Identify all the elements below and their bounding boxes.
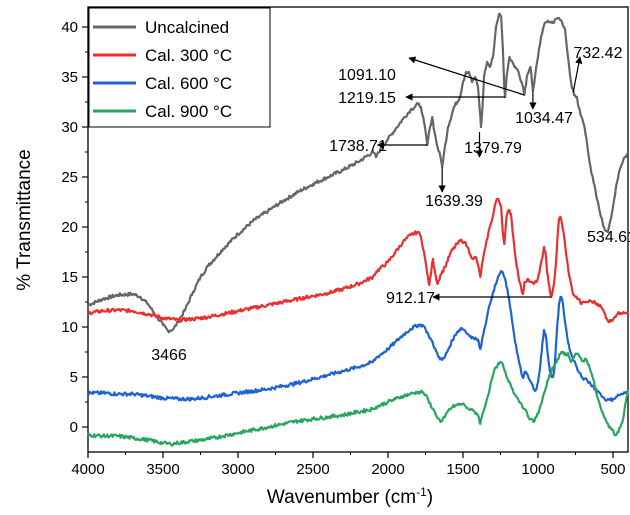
plot-frame [87,6,629,453]
y-tick-label: 35 [61,69,78,86]
annotation-label: 534.61 [587,229,630,246]
annotation-label: 1034.47 [515,110,573,127]
y-tick-label: 30 [61,119,78,136]
annotation-label: 1738.71 [329,138,387,155]
x-axis-title: Wavenumber (cm-1) [267,485,433,508]
series-line-cal-600-c [87,269,629,403]
peak-annotations: 1091.10 1219.15 1738.71 1379.79 1639.39 1034.… [151,45,630,364]
x-axis-title-superscript: -1 [416,485,427,499]
annotation-label: 912.17 [386,290,435,307]
x-tick-label: 4000 [71,461,104,478]
x-axis-title-close: ) [427,487,433,508]
x-tick-label: 500 [600,461,625,478]
x-tick-label: 1500 [446,461,479,478]
x-tick-label: 2500 [296,461,329,478]
annotation-label: 1639.39 [425,193,483,210]
series-line-cal-900-c [87,350,630,447]
y-tick-label: 25 [61,169,78,186]
plot-area-border [87,6,629,453]
y-tick-label: 20 [61,219,78,236]
legend-label: Cal. 600 °C [145,74,232,93]
annotation-label: 732.42 [574,45,623,62]
y-tick-label: 10 [61,319,78,336]
series-line-uncalcined [87,12,629,334]
series-lines [87,12,630,447]
series-line-cal-300-c [87,197,629,324]
annotation-label: 1379.79 [464,140,522,157]
annotation-arrow [572,56,583,93]
y-axis-title: % Transmittance [14,149,35,291]
y-tick-label: 15 [61,269,78,286]
y-tick-label: 5 [70,369,78,386]
legend-label: Uncalcined [145,18,229,37]
annotation-arrow [408,56,525,96]
x-tick-label: 3500 [146,461,179,478]
annotation-label: 3466 [151,347,187,364]
x-tick-label: 1000 [521,461,554,478]
y-tick-label: 40 [61,19,78,36]
legend: Uncalcined Cal. 300 °C Cal. 600 °C Cal. 900… [88,7,271,128]
annotation-label: 1219.15 [338,90,396,107]
y-tick-label: 0 [70,419,78,436]
legend-label: Cal. 900 °C [145,102,232,121]
annotation-label: 1091.10 [338,67,396,84]
legend-label: Cal. 300 °C [145,46,232,65]
x-tick-label: 2000 [371,461,404,478]
x-axis-title-main: Wavenumber (cm [267,487,416,508]
x-tick-label: 3000 [221,461,254,478]
axis-ticks: 4000 3500 3000 2500 2000 1500 1000 500 0 5 10 15 20 2… [61,19,625,478]
